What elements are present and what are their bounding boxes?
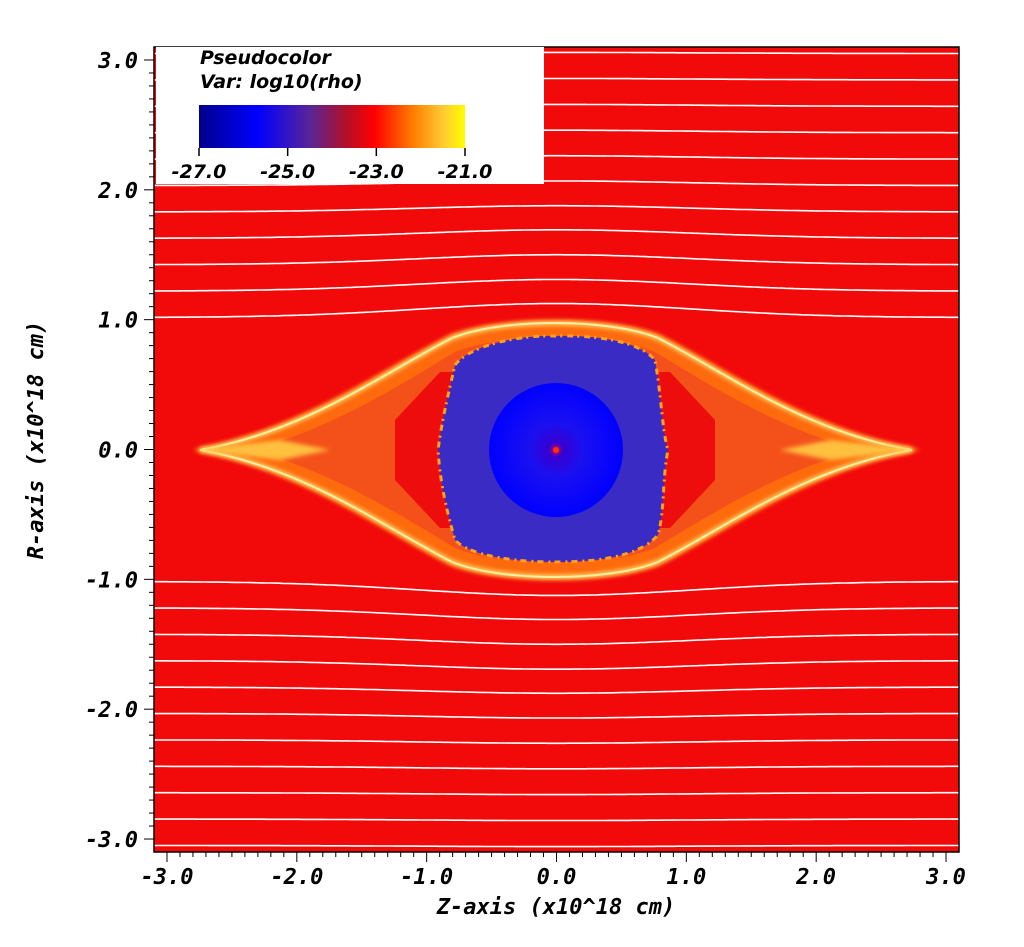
x-tick-label: -3.0 — [140, 865, 193, 890]
x-tick-label: 2.0 — [795, 865, 836, 890]
streamline — [154, 607, 959, 621]
streamline — [154, 580, 959, 597]
streamline — [154, 180, 959, 187]
y-axis: -3.0 -2.0 -1.0 0.0 1.0 2.0 3.0 — [85, 49, 154, 853]
streamline — [154, 633, 959, 646]
streamline — [154, 253, 959, 266]
x-axis-title: Z-axis (x10^18 cm) — [436, 895, 675, 920]
streamline — [154, 660, 959, 670]
x-tick-label: -1.0 — [400, 865, 453, 890]
streamline — [154, 818, 959, 822]
y-tick-label: -3.0 — [85, 828, 138, 853]
colorbar-ticks: -27.0 -25.0 -23.0 -21.0 — [172, 148, 493, 183]
streamline — [154, 791, 959, 796]
x-tick-label: -2.0 — [270, 865, 323, 890]
streamline — [154, 229, 959, 239]
x-tick-label: 0.0 — [537, 865, 577, 890]
left-tail — [193, 440, 330, 460]
y-tick-label: -2.0 — [85, 698, 138, 723]
streamline — [154, 686, 959, 695]
colorbar-tick-label: -21.0 — [438, 161, 493, 183]
streamline — [154, 302, 959, 319]
streamline — [154, 739, 959, 745]
streamline — [154, 278, 959, 292]
y-tick-label: 3.0 — [97, 49, 138, 74]
streamline — [154, 765, 959, 770]
streamline — [154, 844, 959, 848]
streamline — [154, 204, 959, 213]
central-source — [553, 447, 559, 453]
colorbar-tick-label: -25.0 — [260, 161, 315, 183]
colorbar-tick-label: -27.0 — [172, 161, 227, 183]
plot-area — [154, 47, 959, 852]
y-tick-label: 1.0 — [98, 309, 138, 334]
y-tick-label: 2.0 — [97, 179, 138, 204]
colorbar-tick-label: -23.0 — [349, 161, 404, 183]
y-tick-label: 0.0 — [98, 439, 138, 464]
colorbar-legend: Pseudocolor Var: log10(rho) -27.0 -25.0 -2… — [156, 47, 544, 184]
y-axis-title: R-axis (x10^18 cm) — [24, 321, 49, 559]
x-tick-label: 1.0 — [666, 865, 706, 890]
x-axis: -3.0 -2.0 -1.0 0.0 1.0 2.0 3.0 — [140, 852, 966, 890]
legend-variable: Var: log10(rho) — [200, 71, 363, 93]
x-tick-label: 3.0 — [925, 865, 966, 890]
y-tick-label: -1.0 — [85, 568, 138, 593]
right-tail — [780, 440, 920, 460]
colorbar — [199, 105, 465, 148]
cavity-edge — [436, 334, 670, 564]
legend-title: Pseudocolor — [200, 47, 333, 69]
streamline — [154, 712, 959, 719]
